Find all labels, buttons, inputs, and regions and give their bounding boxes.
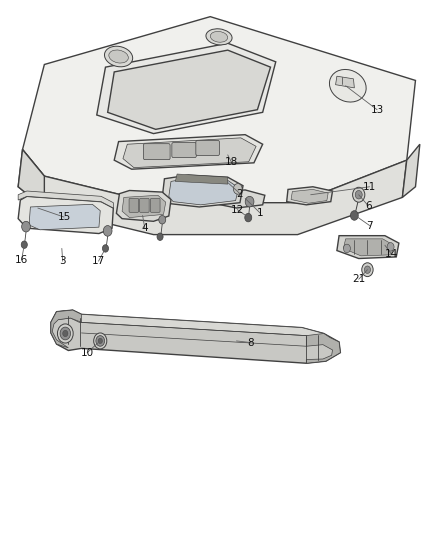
Polygon shape <box>343 239 394 256</box>
Polygon shape <box>175 174 228 184</box>
Text: 12: 12 <box>231 205 244 215</box>
Circle shape <box>387 243 394 251</box>
Polygon shape <box>122 195 166 217</box>
Polygon shape <box>108 50 271 130</box>
Polygon shape <box>22 17 416 203</box>
FancyBboxPatch shape <box>196 141 219 156</box>
FancyBboxPatch shape <box>150 198 160 212</box>
Ellipse shape <box>210 31 228 42</box>
Polygon shape <box>210 190 265 208</box>
Polygon shape <box>291 189 328 203</box>
Polygon shape <box>18 150 44 208</box>
Polygon shape <box>29 204 100 230</box>
Circle shape <box>157 233 163 240</box>
Circle shape <box>245 196 254 207</box>
Text: 7: 7 <box>366 221 373 231</box>
Circle shape <box>21 221 30 232</box>
Polygon shape <box>18 150 407 235</box>
Circle shape <box>94 333 107 349</box>
Text: 6: 6 <box>365 201 371 211</box>
Text: 11: 11 <box>363 182 376 192</box>
Text: 16: 16 <box>15 255 28 264</box>
Circle shape <box>103 225 112 236</box>
Polygon shape <box>51 310 330 341</box>
Ellipse shape <box>206 29 232 45</box>
Text: 3: 3 <box>60 256 66 266</box>
Circle shape <box>245 213 252 222</box>
Circle shape <box>159 215 166 224</box>
Polygon shape <box>97 43 276 134</box>
Polygon shape <box>18 196 113 233</box>
FancyBboxPatch shape <box>172 143 196 158</box>
Polygon shape <box>123 138 256 167</box>
Ellipse shape <box>109 50 128 63</box>
Circle shape <box>63 330 68 337</box>
Circle shape <box>343 244 350 253</box>
Polygon shape <box>162 175 243 207</box>
Text: 15: 15 <box>57 212 71 222</box>
Circle shape <box>98 338 102 344</box>
Text: 21: 21 <box>352 274 365 284</box>
Circle shape <box>362 263 373 277</box>
Circle shape <box>364 266 371 273</box>
Polygon shape <box>18 191 113 208</box>
Text: 13: 13 <box>371 104 384 115</box>
Text: 8: 8 <box>247 337 254 348</box>
Circle shape <box>355 190 362 199</box>
Polygon shape <box>337 236 399 259</box>
Polygon shape <box>403 144 420 197</box>
Text: 2: 2 <box>237 189 243 199</box>
Text: 1: 1 <box>257 208 264 219</box>
Polygon shape <box>169 178 239 205</box>
Polygon shape <box>287 187 332 205</box>
Polygon shape <box>117 190 171 221</box>
Polygon shape <box>306 334 340 364</box>
Circle shape <box>60 327 71 340</box>
Circle shape <box>350 211 358 220</box>
Text: 14: 14 <box>385 249 398 259</box>
Polygon shape <box>114 135 263 169</box>
Ellipse shape <box>329 69 366 102</box>
Polygon shape <box>336 76 354 88</box>
FancyBboxPatch shape <box>144 144 170 160</box>
Text: 17: 17 <box>92 256 105 266</box>
Circle shape <box>96 336 105 346</box>
Circle shape <box>21 241 27 248</box>
Polygon shape <box>51 310 340 364</box>
Circle shape <box>57 324 73 343</box>
Polygon shape <box>51 310 81 348</box>
Text: 10: 10 <box>81 348 94 358</box>
Circle shape <box>102 245 109 252</box>
Text: 4: 4 <box>141 223 148 233</box>
Text: 18: 18 <box>225 157 238 167</box>
Ellipse shape <box>105 46 133 67</box>
FancyBboxPatch shape <box>140 198 149 212</box>
Circle shape <box>233 183 242 194</box>
FancyBboxPatch shape <box>129 198 139 212</box>
Circle shape <box>353 187 365 202</box>
